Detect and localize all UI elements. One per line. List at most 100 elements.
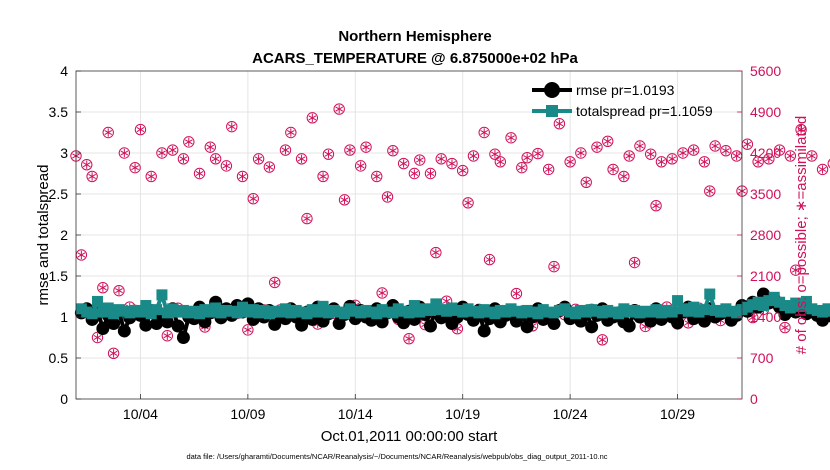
legend-totalspread-marker (546, 105, 558, 117)
obs-assimilated-marker (507, 133, 515, 142)
obs-assimilated-marker (603, 137, 612, 146)
obs-possible-marker (220, 160, 233, 172)
totalspread-point (140, 300, 152, 312)
obs-assimilated-marker (131, 163, 139, 172)
rmse-point (644, 314, 658, 328)
obs-possible-marker (301, 212, 313, 225)
rmse-point (547, 317, 561, 331)
obs-assimilated-marker (630, 258, 639, 267)
rmse-point (96, 321, 110, 335)
obs-possible-marker (118, 147, 131, 159)
obs-possible-marker (306, 112, 319, 124)
obs-possible-marker (338, 194, 351, 206)
rmse-point (176, 331, 190, 344)
x-axis: 10/04 10/09 10/14 10/19 10/24 10/29 (123, 394, 695, 422)
obs-possible-marker (156, 147, 168, 159)
obs-assimilated-marker (254, 154, 263, 164)
rmse-point (585, 320, 599, 334)
obs-assimilated-marker (464, 198, 472, 207)
obs-possible-marker (542, 163, 555, 176)
obs-assimilated-marker (657, 157, 666, 166)
obs-possible-marker (779, 321, 791, 334)
obs-possible-marker (655, 156, 668, 168)
obs-assimilated-marker (523, 153, 532, 162)
obs-assimilated-marker (593, 142, 601, 152)
obs-assimilated-marker (98, 283, 107, 292)
obs-assimilated-marker (335, 104, 344, 114)
rmse-point (423, 319, 437, 333)
obs-assimilated-marker (93, 333, 102, 342)
obs-assimilated-marker (362, 142, 370, 152)
obs-assimilated-marker (469, 151, 478, 161)
obs-possible-marker (596, 334, 609, 346)
chart-title-line2: ACARS_TEMPERATURE @ 6.875000e+02 hPa (252, 50, 578, 67)
y-axis-left: 0 0.5 1 1.5 2 2.5 3 3.5 4 (49, 63, 81, 407)
obs-possible-marker (376, 287, 388, 299)
totalspread-point (827, 305, 830, 317)
rmse-point (295, 318, 309, 332)
obs-possible-marker (553, 118, 566, 130)
obs-assimilated-marker (619, 172, 628, 181)
obs-possible-marker (269, 276, 281, 289)
totalspread-point (231, 307, 243, 319)
y-axis-right: 0 700 1400 2100 2800 3500 4200 4900 5600 (737, 63, 781, 407)
obs-assimilated-marker (405, 334, 413, 343)
obs-possible-marker (618, 170, 630, 183)
rmse-point (171, 319, 185, 333)
obs-assimilated-marker (297, 154, 306, 164)
obs-possible-marker (532, 147, 544, 160)
x-tick-label: 10/24 (553, 406, 588, 422)
y-left-tick-label: 1.5 (49, 268, 69, 284)
obs-possible-marker (607, 163, 619, 176)
totalspread-point (403, 307, 415, 319)
totalspread-point (156, 289, 168, 301)
x-tick-label: 10/14 (338, 406, 373, 422)
obs-possible-marker (602, 135, 614, 147)
obs-possible-marker (134, 123, 147, 136)
obs-possible-marker (806, 150, 818, 162)
legend: rmse pr=1.0193 totalspread pr=1.1059 (532, 82, 713, 119)
y-left-tick-label: 2 (60, 227, 68, 243)
obs-possible-marker (102, 126, 114, 139)
y-right-tick-label: 3500 (750, 186, 781, 202)
y-right-tick-label: 2800 (750, 227, 781, 243)
obs-possible-marker (107, 347, 120, 360)
obs-assimilated-marker (195, 169, 204, 178)
data-file-footer: data file: /Users/gharamti/Documents/NCA… (186, 452, 607, 461)
y-left-tick-label: 1 (60, 309, 68, 325)
obs-assimilated-marker (227, 122, 236, 131)
totalspread-point (424, 304, 436, 316)
rmse-point (107, 317, 121, 331)
obs-assimilated-marker (383, 192, 392, 202)
obs-assimilated-marker (136, 125, 145, 134)
obs-possible-marker (478, 126, 490, 139)
obs-possible-marker (430, 246, 442, 259)
obs-assimilated-marker (512, 289, 521, 298)
obs-possible-marker (644, 148, 657, 160)
obs-possible-marker (371, 170, 383, 183)
rmse-point (397, 316, 411, 330)
obs-assimilated-marker (82, 160, 91, 169)
obs-possible-marker (226, 120, 238, 133)
obs-assimilated-marker (646, 149, 655, 159)
totalspread-point (800, 295, 812, 307)
obs-possible-marker (193, 167, 206, 180)
obs-possible-marker (687, 144, 700, 156)
obs-assimilated-marker (88, 172, 97, 181)
totalspread-point (698, 304, 710, 316)
x-tick-label: 10/29 (660, 406, 695, 422)
obs-assimilated-marker (77, 250, 86, 260)
obs-assimilated-marker (754, 157, 763, 166)
obs-possible-marker (381, 191, 394, 203)
obs-assimilated-marker (576, 148, 585, 158)
y-right-tick-label: 700 (750, 350, 774, 366)
obs-possible-marker (354, 160, 367, 172)
obs-possible-marker (467, 150, 480, 162)
totalspread-point (102, 302, 114, 314)
x-tick-label: 10/04 (123, 406, 158, 422)
obs-possible-marker (344, 144, 356, 156)
obs-assimilated-marker (426, 169, 435, 178)
obs-possible-marker (285, 126, 297, 139)
obs-assimilated-marker (115, 286, 123, 295)
